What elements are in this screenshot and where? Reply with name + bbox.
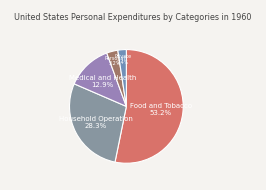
Wedge shape: [115, 50, 183, 163]
Wedge shape: [74, 53, 126, 106]
Wedge shape: [69, 84, 126, 162]
Text: Food and Tobacco
53.2%: Food and Tobacco 53.2%: [130, 103, 192, 116]
Text: Private
2.4%: Private 2.4%: [114, 54, 131, 65]
Text: United States Personal Expenditures by Categories in 1960: United States Personal Expenditures by C…: [14, 13, 252, 22]
Wedge shape: [118, 50, 126, 106]
Text: Personal
3.2%: Personal 3.2%: [104, 56, 125, 66]
Text: Medical and Health
12.9%: Medical and Health 12.9%: [69, 75, 136, 88]
Text: Household Operation
28.3%: Household Operation 28.3%: [59, 116, 132, 129]
Wedge shape: [107, 50, 126, 106]
